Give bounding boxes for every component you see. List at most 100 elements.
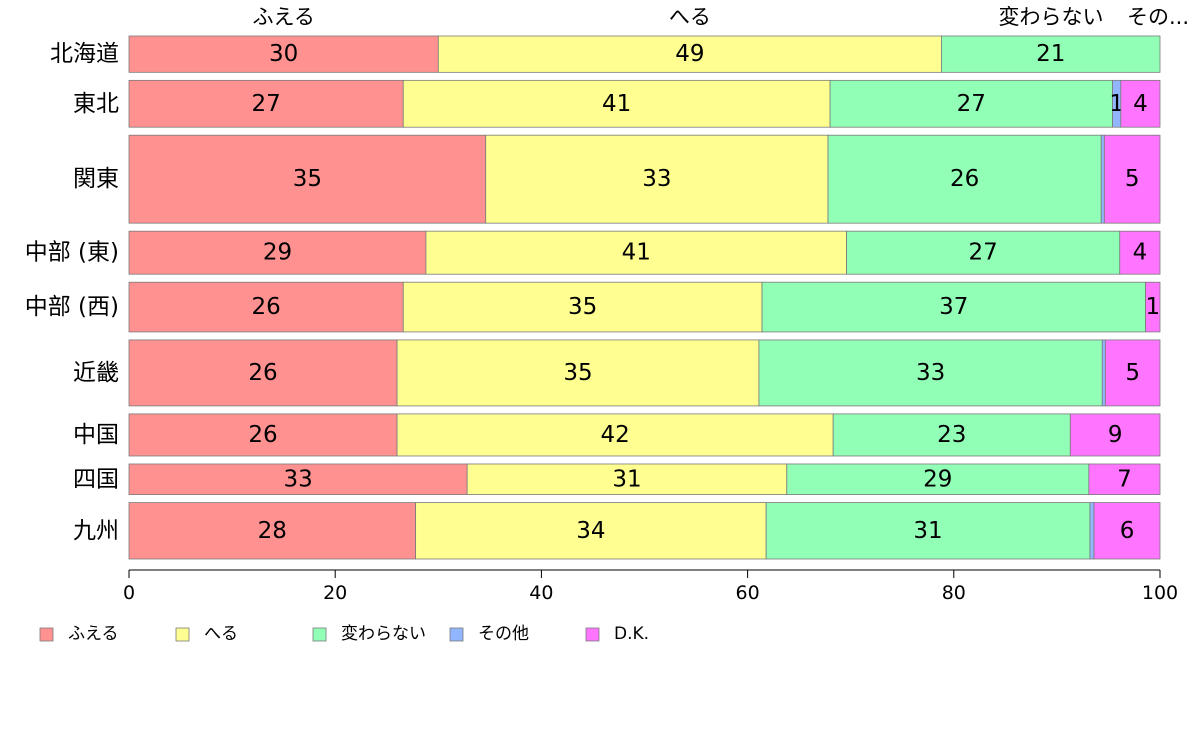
bar-segment [829, 79, 1113, 128]
data-label: 29 [263, 240, 292, 266]
data-label: 4 [1133, 91, 1148, 117]
x-tick-label: 20 [323, 582, 347, 604]
bar-segment [1089, 502, 1095, 560]
data-label: 49 [675, 41, 704, 67]
bar-segment [1120, 79, 1161, 128]
bar-segment [437, 35, 942, 73]
category-label: 九州 [73, 518, 119, 544]
data-label: 33 [642, 166, 671, 192]
data-label: 41 [622, 240, 651, 266]
legend-label: D.K. [614, 624, 649, 644]
legend-label: ふえる [68, 624, 119, 644]
bar-segment [832, 413, 1071, 457]
bar-segment [1119, 230, 1161, 275]
data-label: 31 [612, 466, 641, 492]
data-label: 27 [969, 240, 998, 266]
bar-segment [846, 230, 1121, 275]
data-label: 35 [568, 294, 597, 320]
x-tick-label: 0 [123, 582, 135, 604]
bar-segment [1145, 281, 1161, 333]
category-label: 近畿 [73, 360, 119, 386]
legend-swatch [39, 627, 54, 642]
data-label: 41 [602, 91, 631, 117]
bar-segment [425, 230, 847, 275]
data-label: 30 [269, 41, 298, 67]
legend-swatch [312, 627, 327, 642]
legend-swatch [449, 627, 464, 642]
bar-segment [941, 35, 1161, 73]
bar-segment [1088, 463, 1161, 495]
data-label: 31 [913, 518, 942, 544]
bar-segment [128, 35, 439, 73]
top-label-2: へる [669, 5, 711, 29]
bar-segment [128, 134, 487, 224]
bar-segment [1100, 134, 1105, 224]
data-label: 5 [1125, 360, 1140, 386]
data-label: 28 [258, 518, 287, 544]
x-tick-label: 40 [529, 582, 553, 604]
data-label: 26 [248, 422, 277, 448]
bar-segment [128, 281, 404, 333]
bar-segment [786, 463, 1090, 495]
data-label: 35 [563, 360, 592, 386]
category-label: 中部 (西) [25, 294, 119, 320]
bar-segment [128, 339, 398, 407]
bar-segment [1101, 339, 1106, 407]
bar-segment [415, 502, 767, 560]
data-label: 27 [957, 91, 986, 117]
data-label: 26 [251, 294, 280, 320]
bar-segment [1093, 502, 1161, 560]
category-label: 四国 [73, 466, 119, 492]
bar-segment [402, 281, 763, 333]
data-label: 1 [1109, 91, 1124, 117]
data-label: 34 [576, 518, 605, 544]
data-label: 5 [1125, 166, 1140, 192]
data-label: 27 [251, 91, 280, 117]
data-label: 6 [1120, 518, 1135, 544]
data-label: 29 [923, 466, 952, 492]
x-tick-label: 80 [942, 582, 966, 604]
bar-segment [128, 79, 404, 128]
bar-segment [1103, 134, 1161, 224]
bar-segment [761, 281, 1146, 333]
data-label: 26 [950, 166, 979, 192]
data-label: 21 [1036, 41, 1065, 67]
legend-label: 変わらない [341, 624, 426, 644]
bar-segment [402, 79, 831, 128]
legend-swatch [585, 627, 600, 642]
legend-swatch [175, 627, 190, 642]
category-label: 中国 [73, 422, 119, 448]
data-label: 37 [939, 294, 968, 320]
top-label-4: その... [1127, 5, 1188, 29]
data-label: 1 [1145, 294, 1160, 320]
data-label: 42 [600, 422, 629, 448]
category-label: 東北 [73, 91, 119, 117]
top-label-3: 変わらない [999, 5, 1104, 29]
bar-segment [758, 339, 1103, 407]
bar-segment [128, 502, 417, 560]
legend-label: へる [204, 624, 238, 644]
data-label: 35 [293, 166, 322, 192]
category-label: 北海道 [50, 41, 119, 67]
bar-segment [1104, 339, 1161, 407]
category-label: 中部 (東) [25, 240, 119, 266]
data-label: 33 [283, 466, 312, 492]
data-label: 23 [937, 422, 966, 448]
data-label: 9 [1108, 422, 1123, 448]
data-label: 4 [1133, 240, 1148, 266]
category-label: 関東 [73, 166, 119, 192]
top-label-1: ふえる [252, 5, 314, 29]
bar-segment [485, 134, 829, 224]
bar-segment [827, 134, 1102, 224]
data-label: 7 [1117, 466, 1132, 492]
x-tick-label: 60 [736, 582, 760, 604]
data-label: 33 [916, 360, 945, 386]
bar-segment [128, 413, 398, 457]
bar-segment [128, 230, 427, 275]
x-tick-label: 100 [1142, 582, 1178, 604]
data-label: 26 [248, 360, 277, 386]
legend-label: その他 [478, 624, 529, 644]
bar-segment [396, 339, 760, 407]
